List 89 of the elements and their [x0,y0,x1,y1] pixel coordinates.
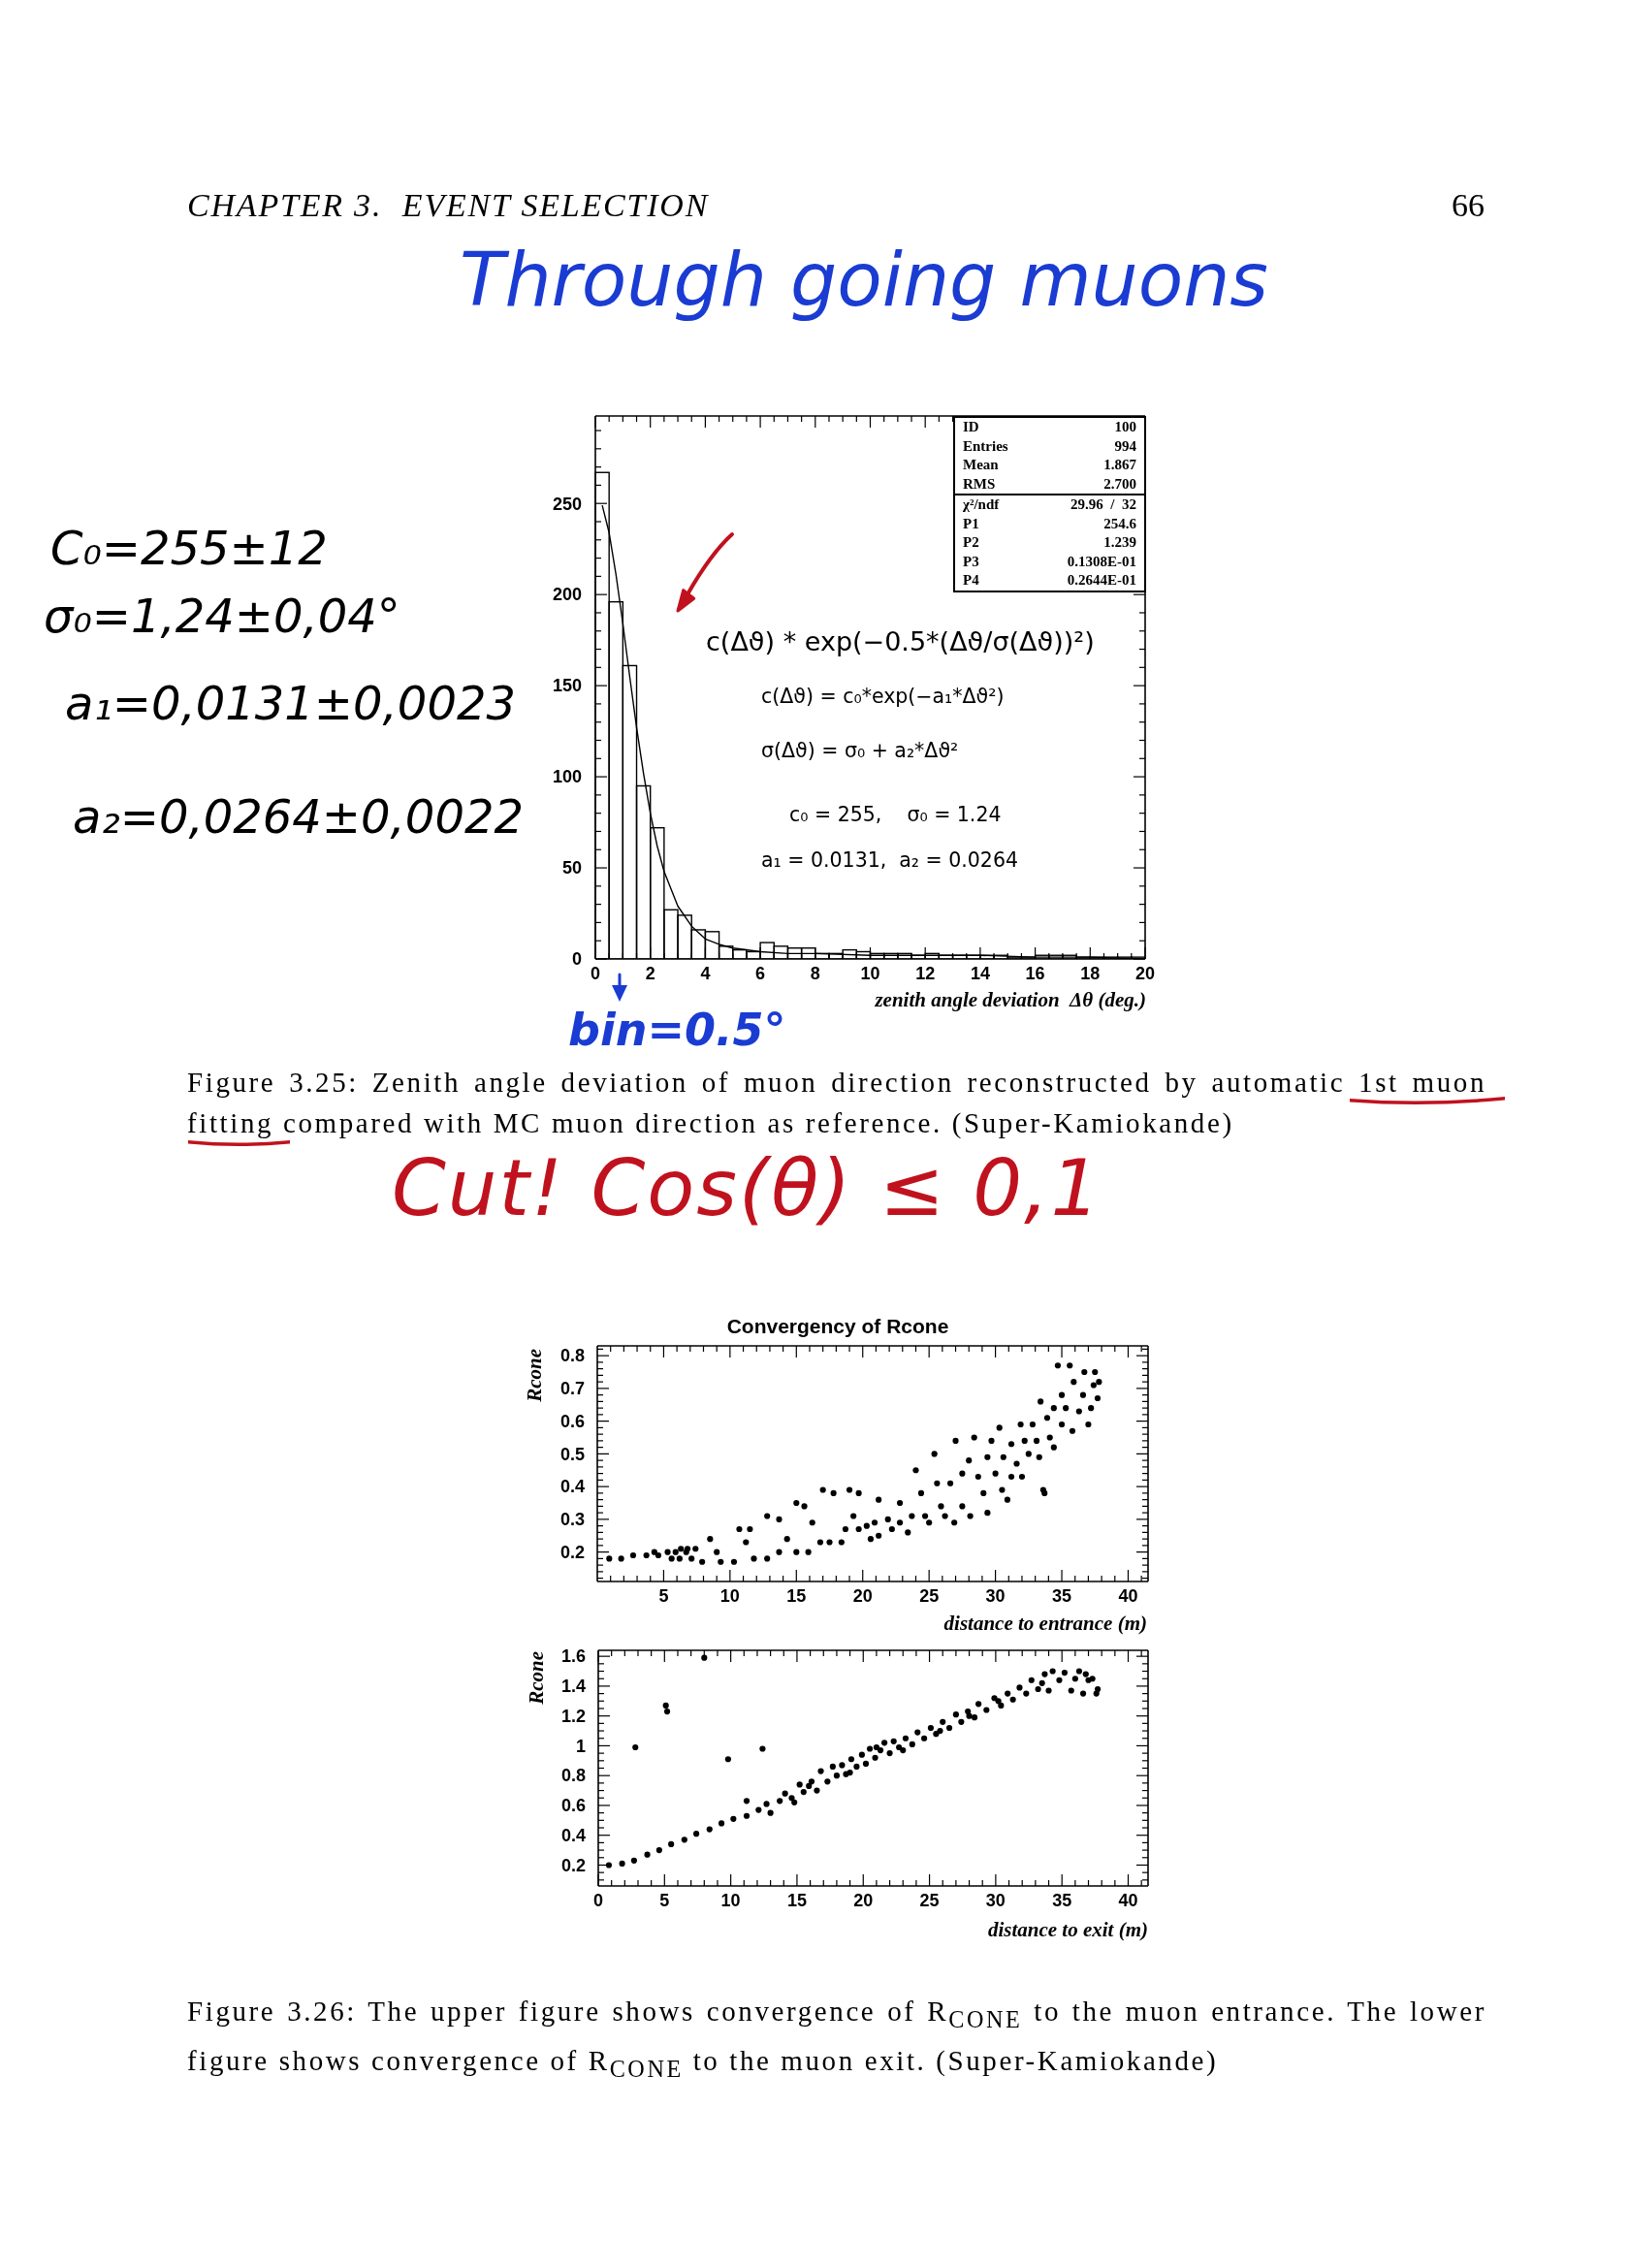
x-tick-label: 0 [592,1891,604,1910]
x-tick-label: 10 [719,1586,740,1606]
x-tick-label: 4 [700,964,711,983]
x-tick-label: 12 [915,964,936,983]
y-tick-label: 0.3 [559,1510,585,1530]
x-tick-label: 35 [1052,1586,1072,1606]
y-tick-label: 0.4 [560,1826,586,1846]
x-axis-title: distance to exit (m) [987,1918,1148,1942]
y-tick-label: 150 [552,676,582,696]
text: C₀=255±12 [50,521,328,576]
y-tick-label: 0.8 [559,1346,585,1366]
annotation: c(Δϑ) * exp(−0.5*(Δϑ/σ(Δϑ))²) [706,626,1095,657]
x-tick-label: 35 [1052,1891,1072,1910]
x-tick-label: 40 [1118,1891,1138,1910]
annotation: 1.867 [1103,456,1136,474]
x-tick-label: 25 [919,1586,940,1606]
caption: Figure 3.25: Zenith angle deviation of muon direction reconstructed by automatic 1st muon fitting compared with MC muon direction as reference. (Super-Kamiokande) [187,1066,1486,1140]
annotation: P1 [963,514,979,533]
annotation: 100 [1114,418,1136,436]
annotation: χ²/ndf [963,495,1000,514]
x-tick-label: 25 [919,1891,940,1910]
text: Figure 3.26: The upper figure shows convergence of R$_{CONE}$ to the muon entrance. The lower figure shows convergence of R$_{CONE}$ to the muon exit. (Super-Kamiokande) [187,1996,1486,2082]
annotation: c(Δϑ) = c₀*exp(−a₁*Δϑ²) [761,685,1005,709]
x-tick-label: 10 [860,964,880,983]
text: σ₀=1,24±0,04° [44,589,400,644]
text: a₂=0,0264±0,0022 [73,789,524,845]
x-tick-label: 2 [645,964,655,983]
x-axis-title: distance to entrance (m) [943,1612,1147,1636]
y-tick-label: 0.6 [559,1411,585,1431]
annotation: Mean [963,456,999,474]
x-tick-label: 0 [590,964,601,983]
y-tick-label: 0.6 [560,1796,586,1816]
x-tick-label: 5 [659,1891,670,1910]
y-tick-label: 0.7 [559,1379,585,1399]
annotation: 29.96 / 32 [1070,495,1136,514]
text: bin=0.5° [568,1004,786,1056]
annotation: 2.700 [1103,474,1136,494]
x-tick-label: 18 [1080,964,1101,983]
y-tick-label: 1.2 [560,1706,586,1726]
annotation: P3 [963,552,979,571]
text: a₁=0,0131±0,0023 [65,676,516,731]
y-axis-title: Rcone [523,1349,546,1402]
annotation: 994 [1114,436,1136,456]
x-tick-label: 20 [852,1586,873,1606]
x-tick-label: 8 [810,964,820,983]
y-tick-label: 1.4 [560,1677,586,1697]
annotation: Entries [963,436,1008,456]
annotation: P4 [963,571,979,590]
y-tick-label: 0.8 [560,1766,586,1786]
x-tick-label: 6 [755,964,766,983]
x-tick-label: 15 [786,1586,807,1606]
y-tick-label: 250 [552,494,582,514]
y-tick-label: 0.5 [559,1444,585,1464]
x-tick-label: 20 [1134,964,1156,983]
x-tick-label: 15 [786,1891,807,1910]
x-axis-title: zenith angle deviation Δθ (deg.) [875,988,1146,1012]
annotation: c₀ = 255, σ₀ = 1.24 [789,803,1002,827]
annotation: RMS [963,474,996,494]
y-tick-label: 0.2 [559,1542,585,1562]
x-tick-label: 10 [720,1891,741,1910]
y-tick-label: 200 [552,585,582,605]
y-tick-label: 1 [575,1736,586,1756]
x-tick-label: 14 [970,964,990,983]
y-tick-label: 1.6 [560,1646,586,1667]
chart-title: Convergency of Rcone [725,1315,950,1338]
y-tick-label: 50 [561,858,582,878]
annotation: a₁ = 0.0131, a₂ = 0.0264 [761,848,1018,873]
x-tick-label: 20 [853,1891,874,1910]
annotation: 0.1308E-01 [1067,552,1136,571]
x-tick-label: 16 [1025,964,1045,983]
y-tick-label: 0.2 [560,1855,586,1875]
annotation: P2 [963,533,979,552]
annotation: 254.6 [1103,514,1136,533]
y-axis-title: Rcone [525,1651,548,1705]
x-tick-label: 5 [658,1586,669,1606]
y-tick-label: 100 [552,767,582,787]
y-tick-label: 0 [571,949,582,970]
x-tick-label: 40 [1118,1586,1138,1606]
text: 66 [1452,186,1485,225]
x-tick-label: 30 [985,1891,1006,1910]
text: Cut! Cos(θ) ≤ 0,1 [392,1143,1102,1233]
text: CHAPTER 3. EVENT SELECTION [187,186,710,225]
x-tick-label: 30 [985,1586,1006,1606]
annotation: σ(Δϑ) = σ₀ + a₂*Δϑ² [761,739,959,763]
annotation: 0.2644E-01 [1067,571,1136,590]
y-tick-label: 0.4 [559,1477,585,1497]
annotation: 1.239 [1103,533,1136,552]
annotation: ID [963,418,979,436]
chart-title: Through going muons [460,237,1268,323]
